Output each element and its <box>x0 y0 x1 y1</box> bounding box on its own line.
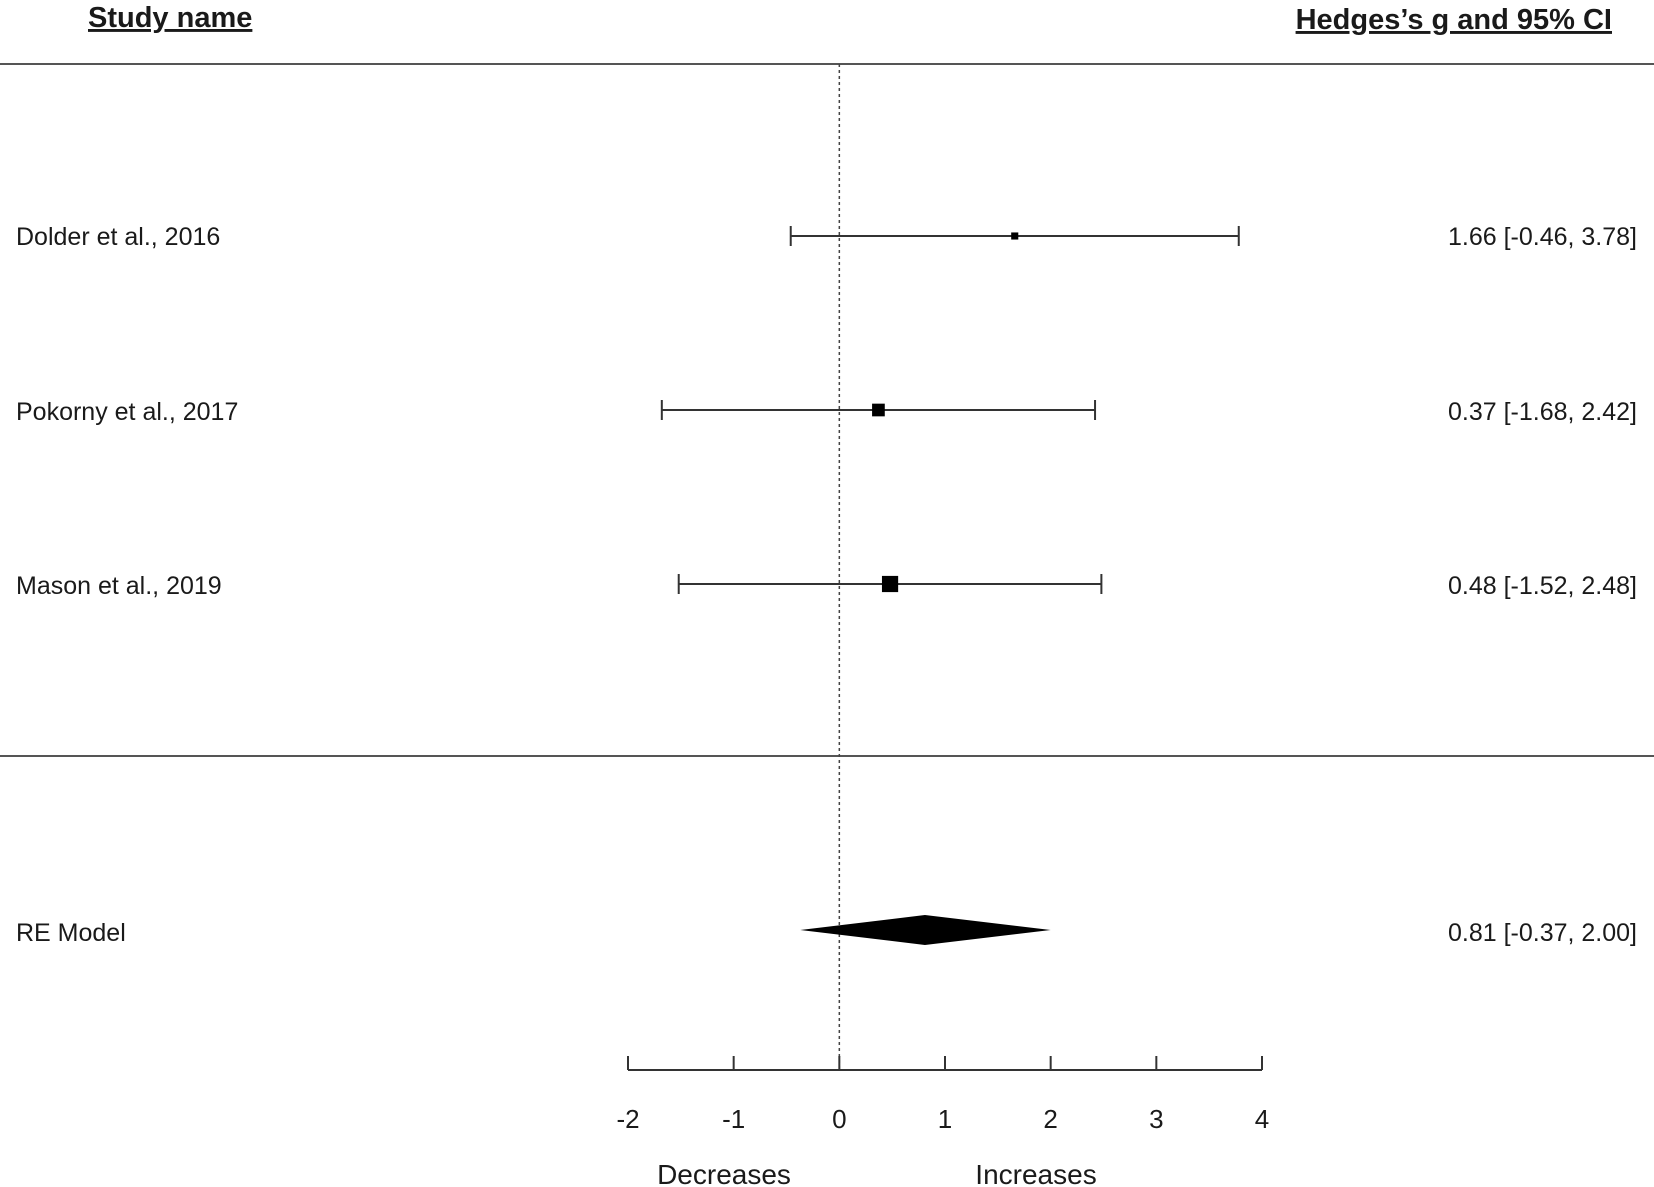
x-tick-label: 1 <box>938 1104 952 1134</box>
study-name: Dolder et al., 2016 <box>16 223 220 251</box>
study-row: Mason et al., 2019 0.48 [-1.52, 2.48] <box>16 572 1637 600</box>
x-tick-label: -1 <box>722 1104 745 1134</box>
study-name: Pokorny et al., 2017 <box>16 398 238 426</box>
left-column-header: Study name <box>88 2 252 34</box>
summary-label: 0.81 [-0.37, 2.00] <box>1448 919 1637 947</box>
x-tick-label: 0 <box>832 1104 846 1134</box>
effect-label: 0.37 [-1.68, 2.42] <box>1448 398 1637 426</box>
study-name: Mason et al., 2019 <box>16 572 222 600</box>
summary-name: RE Model <box>16 919 126 947</box>
x-axis: -2 -1 0 1 2 3 4 Decreases Increases <box>616 1056 1269 1187</box>
point-estimate <box>1011 232 1019 240</box>
x-tick-label: -2 <box>616 1104 639 1134</box>
study-row: Dolder et al., 2016 1.66 [-0.46, 3.78] <box>16 223 1637 251</box>
point-estimate <box>872 403 885 417</box>
x-tick-label: 3 <box>1149 1104 1163 1134</box>
summary-row: RE Model 0.81 [-0.37, 2.00] <box>16 915 1637 947</box>
right-annotation: Increases <box>975 1159 1096 1187</box>
left-annotation: Decreases <box>657 1159 791 1187</box>
x-tick-label: 2 <box>1043 1104 1057 1134</box>
effect-label: 1.66 [-0.46, 3.78] <box>1448 223 1637 251</box>
right-column-header: Hedges’s g and 95% CI <box>1296 4 1612 36</box>
x-tick-label: 4 <box>1255 1104 1269 1134</box>
study-row: Pokorny et al., 2017 0.37 [-1.68, 2.42] <box>16 398 1637 426</box>
effect-label: 0.48 [-1.52, 2.48] <box>1448 572 1637 600</box>
point-estimate <box>881 575 899 593</box>
summary-diamond <box>800 915 1051 945</box>
